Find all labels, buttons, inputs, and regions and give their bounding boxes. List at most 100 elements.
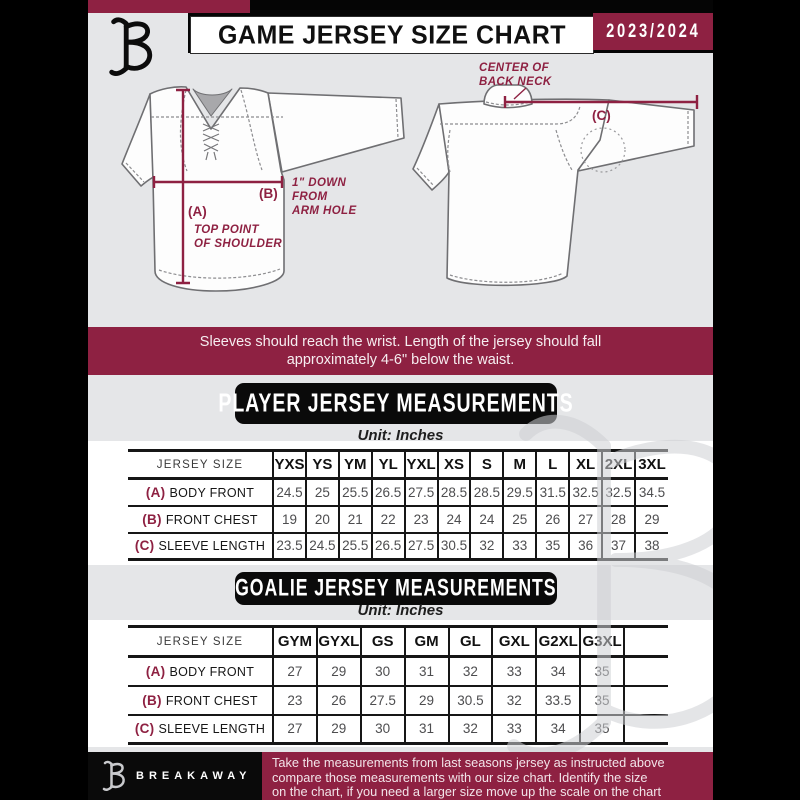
value-cell: 32 [447, 713, 493, 744]
season-badge: 2023/2024 [593, 13, 713, 50]
size-column-header: GL [447, 626, 493, 658]
front-b-note-line1: 1" DOWN [292, 177, 347, 189]
size-column-header: YL [370, 450, 405, 480]
value-cell [623, 713, 668, 744]
measure-label-c: (C) [592, 108, 611, 123]
value-cell: 26.5 [370, 477, 405, 506]
size-column-header: 2XL [601, 450, 635, 480]
front-right-sleeve [267, 92, 405, 173]
value-cell: 23.5 [272, 531, 306, 560]
size-header-cell: JERSEY SIZE [128, 626, 273, 658]
value-cell: 27 [272, 713, 317, 744]
size-column-header: YXL [403, 450, 438, 480]
row-label-cell: (B) FRONT CHEST [128, 684, 273, 715]
measurement-row: (B) FRONT CHEST 23 26 27.5 29 30.5 32 33.5 35 [128, 684, 668, 715]
value-cell: 28.5 [469, 477, 504, 506]
jersey-measurement-diagram: (A) TOP POINT OF SHOULDER (B) 1" DOWN FR… [121, 62, 699, 292]
value-cell: 26 [535, 504, 570, 533]
value-cell: 31 [403, 655, 449, 686]
value-cell: 29 [315, 655, 361, 686]
size-column-header: YM [337, 450, 372, 480]
value-cell: 29 [633, 504, 668, 533]
size-column-header: M [502, 450, 537, 480]
value-cell: 33 [491, 713, 537, 744]
value-cell: 32.5 [601, 477, 635, 506]
fit-notice-line2: approximately 4-6" below the waist. [286, 352, 515, 368]
value-cell: 35 [579, 684, 624, 715]
value-cell: 24 [469, 504, 504, 533]
value-cell: 21 [337, 504, 372, 533]
value-cell: 33 [491, 655, 537, 686]
goalie-section-title: GOALIE JERSEY MEASUREMENTS [235, 574, 557, 601]
value-cell: 37 [601, 531, 635, 560]
value-cell [623, 684, 668, 715]
size-header-row: JERSEY SIZE YXS YS YM YL YXL XS S M L XL 2XL 3XL [128, 450, 668, 480]
value-cell: 26.5 [370, 531, 405, 560]
value-cell: 35 [579, 655, 624, 686]
front-a-note-line1: TOP POINT [194, 224, 260, 236]
value-cell: 32 [491, 684, 537, 715]
value-cell: 20 [304, 504, 339, 533]
value-cell: 29.5 [502, 477, 537, 506]
size-column-header: S [469, 450, 504, 480]
value-cell: 26 [315, 684, 361, 715]
row-label-cell: (C) SLEEVE LENGTH [128, 713, 273, 744]
value-cell: 22 [370, 504, 405, 533]
value-cell: 29 [403, 684, 449, 715]
value-cell: 23 [403, 504, 438, 533]
value-cell: 31.5 [535, 477, 570, 506]
size-column-header: 3XL [633, 450, 668, 480]
size-column-header: GXL [491, 626, 537, 658]
value-cell: 30 [359, 655, 405, 686]
back-neck-pointer-line [513, 87, 527, 100]
value-cell: 25.5 [337, 477, 372, 506]
size-column-header: G3XL [579, 626, 624, 658]
value-cell: 30.5 [436, 531, 471, 560]
footer-brand-block: BREAKAWAY [88, 752, 262, 800]
value-cell: 24.5 [272, 477, 306, 506]
size-column-header: GS [359, 626, 405, 658]
measurement-row: (A) BODY FRONT 24.5 25 25.5 26.5 27.5 28.5 28.5 2… [128, 477, 668, 506]
breakaway-b-logo-icon [109, 17, 153, 76]
measure-label-a: (A) [188, 204, 207, 219]
fit-notice-banner: Sleeves should reach the wrist. Length o… [88, 327, 713, 375]
size-column-header: XS [436, 450, 471, 480]
footer-brand-wordmark: BREAKAWAY [136, 770, 252, 782]
value-cell: 25.5 [337, 531, 372, 560]
size-column-header: GYM [272, 626, 317, 658]
value-cell: 38 [633, 531, 668, 560]
player-section-title: PLAYER JERSEY MEASUREMENTS [218, 388, 574, 418]
front-b-note-line2: FROM [292, 191, 327, 203]
value-cell: 34 [535, 655, 581, 686]
measurement-row: (A) BODY FRONT 27 29 30 31 32 33 34 35 [128, 655, 668, 686]
value-cell: 31 [403, 713, 449, 744]
goalie-unit-label: Unit: Inches [357, 602, 444, 619]
measurement-row: (C) SLEEVE LENGTH 27 29 30 31 32 33 34 35 [128, 713, 668, 744]
value-cell: 32.5 [568, 477, 603, 506]
measure-label-b: (B) [259, 186, 278, 201]
row-label-cell: (B) FRONT CHEST [128, 504, 273, 533]
measurement-row: (B) FRONT CHEST 19 20 21 22 23 24 24 25 26 27 28 29 [128, 504, 668, 533]
goalie-section-banner: GOALIE JERSEY MEASUREMENTS [235, 572, 557, 605]
footer-line1: Take the measurements from last seasons … [272, 755, 665, 770]
value-cell: 29 [315, 713, 361, 744]
size-column-header: GYXL [315, 626, 361, 658]
front-a-note-line2: OF SHOULDER [194, 238, 282, 250]
player-section-banner: PLAYER JERSEY MEASUREMENTS [218, 383, 573, 424]
size-column-header: YXS [272, 450, 306, 480]
size-column-header: YS [304, 450, 339, 480]
size-column-header: GM [403, 626, 449, 658]
player-size-table: JERSEY SIZE YXS YS YM YL YXL XS S M L XL 2XL 3XL (A) B… [128, 449, 668, 561]
value-cell: 35 [535, 531, 570, 560]
front-collar-inner [192, 88, 233, 117]
value-cell: 34 [535, 713, 581, 744]
page-title: GAME JERSEY SIZE CHART [217, 19, 567, 50]
value-cell: 28.5 [436, 477, 471, 506]
value-cell: 27 [568, 504, 603, 533]
back-c-note-line2: BACK NECK [479, 76, 552, 88]
front-laces [202, 123, 220, 161]
value-cell: 32 [469, 531, 504, 560]
front-left-sleeve [121, 93, 155, 187]
size-header-row: JERSEY SIZE GYM GYXL GS GM GL GXL G2XL G3XL [128, 626, 668, 658]
